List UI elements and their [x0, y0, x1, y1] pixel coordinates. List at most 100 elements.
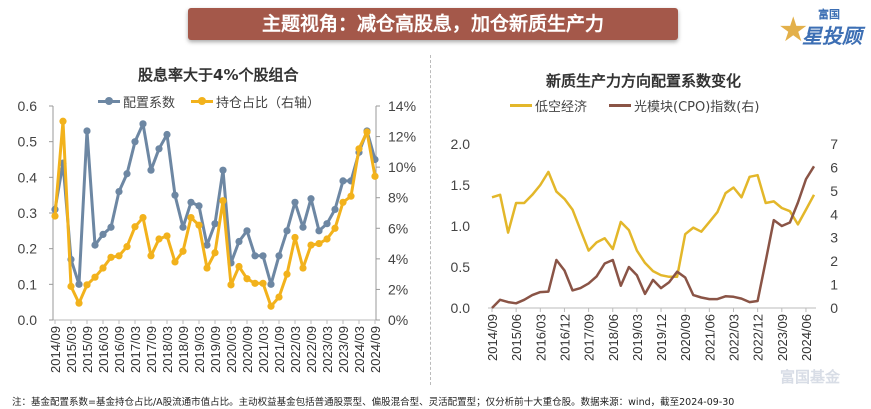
data-point	[251, 252, 259, 260]
x-tick-label: 2018/09	[176, 326, 191, 373]
data-point	[203, 241, 211, 249]
x-tick-label: 2015/06	[509, 314, 524, 361]
y2-tick-label: 0%	[388, 312, 408, 328]
data-point	[83, 281, 91, 289]
data-point	[59, 117, 67, 125]
chart2-title: 新质生产力方向配置系数变化	[546, 72, 742, 90]
x-tick-label: 2023/09	[336, 326, 351, 373]
data-point	[123, 170, 131, 178]
data-point	[243, 227, 251, 235]
y-tick-label: 0.3	[18, 205, 38, 221]
x-tick-label: 2016/12	[557, 314, 572, 361]
legend-item: 配置系数	[98, 92, 175, 111]
x-tick-label: 2021/03	[256, 326, 271, 373]
data-point	[323, 235, 331, 243]
x-tick-label: 2016/03	[96, 326, 111, 373]
x-tick-label: 2022/12	[751, 314, 766, 361]
x-tick-label: 2018/06	[606, 314, 621, 361]
y2-tick-label: 10%	[388, 159, 416, 175]
title-banner: 主题视角：减仓高股息，加仓新质生产力	[188, 8, 678, 40]
divider	[430, 55, 431, 385]
data-point	[251, 279, 259, 287]
y2-tick-label: 8%	[388, 190, 408, 206]
data-point	[291, 198, 299, 206]
data-point	[355, 145, 363, 153]
series-line-1	[53, 122, 377, 286]
y2-tick-label: 1	[830, 277, 838, 293]
data-point	[75, 299, 83, 307]
data-point	[363, 128, 371, 136]
x-tick-label: 2021/09	[272, 326, 287, 373]
data-point	[147, 166, 155, 174]
data-point	[179, 223, 187, 231]
data-point	[331, 224, 339, 232]
series-line-1	[491, 170, 816, 279]
legend-label: 配置系数	[123, 96, 176, 111]
data-point	[275, 293, 283, 301]
y-tick-label: 0.4	[18, 169, 38, 185]
y-tick-label: 0.0	[451, 300, 471, 316]
x-tick-label: 2021/06	[702, 314, 717, 361]
data-point	[235, 262, 243, 271]
y-tick-label: 0.6	[18, 98, 38, 114]
x-tick-label: 2024/09	[368, 326, 383, 373]
data-point	[115, 188, 123, 196]
y2-tick-label: 2	[830, 253, 838, 269]
logo-text-big: 星投顾	[802, 24, 862, 48]
data-point	[107, 253, 115, 261]
data-point	[67, 282, 75, 290]
x-tick-label: 2020/09	[678, 314, 693, 361]
y2-tick-label: 0	[830, 300, 838, 316]
footnote: 注：基金配置系数=基金持仓占比/A股流通市值占比。主动权益基金包括普通股票型、偏…	[12, 397, 735, 408]
data-point	[51, 212, 59, 220]
x-tick-label: 2014/09	[485, 314, 500, 361]
data-point	[107, 223, 115, 231]
x-tick-label: 2019/12	[654, 314, 669, 361]
y-tick-label: 1.0	[451, 218, 471, 234]
data-point	[203, 264, 211, 272]
logo: ★ 富国 星投顾	[778, 4, 866, 52]
x-tick-label: 2017/09	[582, 314, 597, 361]
data-point	[259, 279, 267, 287]
data-point	[339, 177, 347, 185]
data-point	[315, 239, 323, 248]
data-point	[195, 202, 203, 210]
data-point	[347, 192, 355, 200]
data-point	[291, 233, 299, 242]
y-tick-label: 1.5	[451, 177, 471, 193]
series-line-2	[491, 165, 816, 309]
x-tick-label: 2017/09	[144, 326, 159, 373]
data-point	[163, 232, 171, 240]
data-point	[99, 264, 107, 272]
data-point	[323, 220, 331, 228]
data-point	[171, 191, 179, 199]
data-point	[91, 273, 99, 281]
data-point	[115, 252, 123, 260]
y2-tick-label: 6%	[388, 220, 408, 236]
x-tick-label: 2022/09	[304, 326, 319, 373]
star-icon: ★	[778, 10, 809, 50]
data-point	[131, 138, 139, 146]
y2-tick-label: 3	[830, 230, 838, 246]
x-tick-label: 2023/03	[320, 326, 335, 373]
y2-tick-label: 7	[830, 136, 838, 152]
data-point	[139, 120, 147, 128]
y-tick-label: 0.5	[18, 134, 38, 150]
data-point	[139, 213, 147, 222]
data-point	[91, 241, 99, 249]
data-point	[123, 243, 131, 251]
data-point	[339, 198, 347, 206]
x-tick-label: 2024/06	[799, 314, 814, 361]
data-point	[211, 249, 219, 257]
x-tick-label: 2015/09	[80, 326, 95, 373]
data-point	[235, 237, 243, 246]
y2-tick-label: 4%	[388, 251, 408, 267]
x-tick-label: 2022/03	[288, 326, 303, 373]
data-point	[371, 172, 379, 180]
data-point	[219, 197, 227, 205]
data-point	[155, 235, 163, 243]
data-point	[267, 302, 275, 310]
watermark: 富国基金	[780, 368, 841, 386]
data-point	[307, 195, 315, 203]
